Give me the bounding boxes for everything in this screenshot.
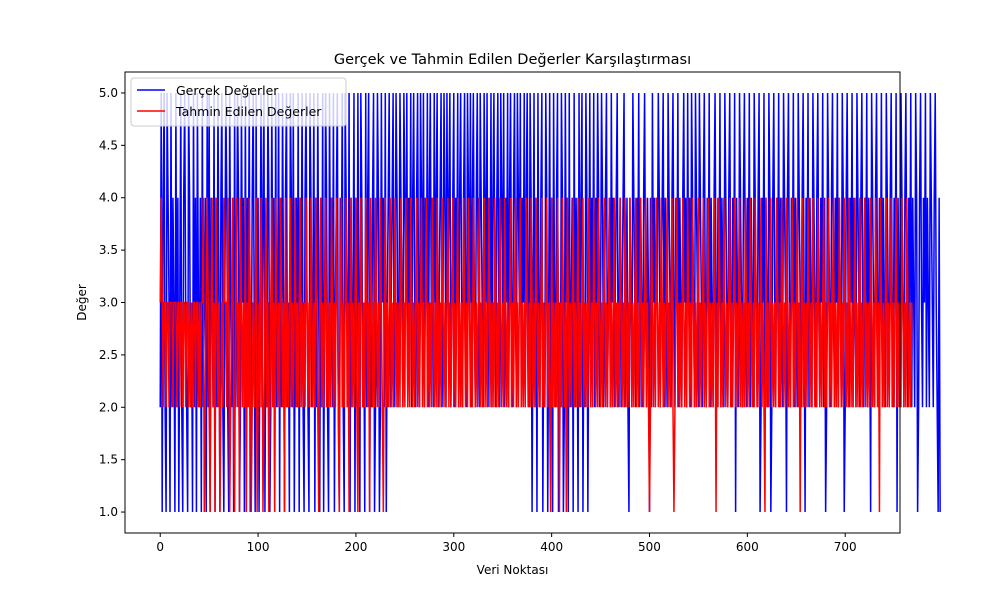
legend-label-tahmin: Tahmin Edilen Değerler [175, 104, 322, 119]
y-tick-label: 3.5 [99, 243, 118, 257]
x-tick-label: 100 [247, 540, 270, 554]
x-tick-label: 500 [638, 540, 661, 554]
x-tick-label: 300 [442, 540, 465, 554]
y-tick-label: 3.0 [99, 296, 118, 310]
x-tick-label: 600 [736, 540, 759, 554]
series-layer [159, 92, 941, 513]
x-tick-label: 200 [344, 540, 367, 554]
y-tick-label: 2.5 [99, 348, 118, 362]
x-tick-label: 0 [156, 540, 164, 554]
x-axis-label: Veri Noktası [477, 563, 549, 577]
legend-box [130, 77, 347, 127]
x-tick-label: 400 [540, 540, 563, 554]
y-tick-label: 4.0 [99, 191, 118, 205]
x-axis: 0 100 200 300 400 500 600 700 [156, 533, 857, 554]
y-axis-label: Değer [75, 284, 89, 321]
chart-title: Gerçek ve Tahmin Edilen Değerler Karşıla… [334, 52, 691, 68]
y-tick-label: 1.0 [99, 505, 118, 519]
legend-label-gercek: Gerçek Değerler [176, 83, 279, 98]
y-tick-label: 4.5 [99, 138, 118, 152]
legend: Gerçek Değerler Tahmin Edilen Değerler [130, 77, 347, 127]
y-tick-label: 1.5 [99, 453, 118, 467]
x-tick-label: 700 [834, 540, 857, 554]
y-tick-label: 2.0 [99, 400, 118, 414]
series-line-gercek [159, 92, 941, 513]
y-axis: 1.0 1.5 2.0 2.5 3.0 3.5 4.0 4.5 5.0 [99, 86, 125, 519]
y-tick-label: 5.0 [99, 86, 118, 100]
series-line-tahmin [159, 197, 913, 513]
